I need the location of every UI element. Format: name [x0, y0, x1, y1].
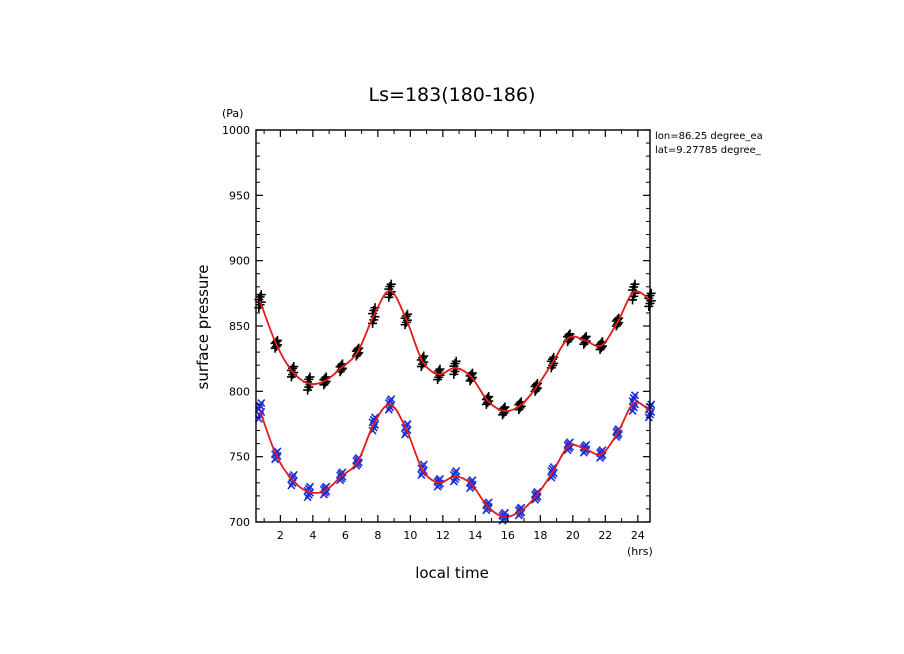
annotation-lat: lat=9.27785 degree_ — [655, 145, 762, 156]
x-tick-label: 14 — [468, 529, 482, 542]
fit-line-upper — [259, 289, 651, 413]
y-tick-label: 700 — [229, 516, 250, 529]
x-axis-label: local time — [415, 564, 489, 582]
plot-frame — [255, 129, 651, 523]
y-tick-label: 750 — [229, 451, 250, 464]
data-point-x — [533, 487, 542, 497]
data-point-plus — [289, 362, 299, 372]
data-point-plus — [581, 331, 591, 341]
data-point-x — [582, 440, 591, 449]
data-point-plus — [630, 279, 640, 289]
data-point-x — [289, 470, 298, 480]
data-point-x — [387, 395, 396, 404]
data-point-x — [452, 466, 461, 476]
x-tick-label: 8 — [374, 529, 381, 542]
fit-line-lower — [259, 401, 651, 518]
y-tick-label: 900 — [229, 255, 250, 268]
data-point-plus — [386, 279, 396, 289]
y-tick-label: 850 — [229, 320, 250, 333]
y-tick-label: 800 — [229, 385, 250, 398]
data-point-plus — [467, 368, 477, 378]
x-tick-label: 16 — [501, 529, 515, 542]
x-tick-label: 6 — [342, 529, 349, 542]
y-axis-label: surface pressure — [194, 265, 212, 390]
axis-ticks: 2 4 6 8 10 12 14 16 18 20 22 2470075080085090095010… — [222, 124, 650, 542]
data-point-x — [630, 391, 640, 400]
x-tick-label: 20 — [566, 529, 580, 542]
x-tick-label: 4 — [309, 529, 316, 542]
data-point-plus — [500, 402, 510, 412]
x-tick-label: 2 — [277, 529, 284, 542]
y-tick-label: 950 — [229, 189, 250, 202]
data-point-plus — [256, 290, 266, 300]
y-tick-label: 1000 — [222, 124, 250, 137]
chart-title: Ls=183(180-186) — [369, 84, 536, 106]
x-tick-label: 10 — [403, 529, 417, 542]
data-point-x — [257, 399, 266, 408]
data-point-plus — [305, 372, 315, 382]
data-point-plus — [484, 392, 494, 402]
data-point-x — [305, 482, 315, 491]
data-point-x — [435, 474, 445, 483]
y-unit-label: (Pa) — [222, 107, 243, 120]
x-tick-label: 12 — [436, 529, 450, 542]
data-point-plus — [646, 288, 656, 298]
plot-marks — [254, 279, 656, 525]
data-point-plus — [435, 364, 445, 374]
x-tick-label: 18 — [533, 529, 547, 542]
annotation-lon: lon=86.25 degree_ea — [655, 131, 763, 142]
x-tick-label: 24 — [631, 529, 645, 542]
x-tick-label: 22 — [598, 529, 612, 542]
data-point-x — [370, 413, 380, 422]
data-point-plus — [451, 356, 461, 366]
x-unit-label: (hrs) — [627, 545, 653, 558]
data-point-x — [647, 400, 656, 409]
